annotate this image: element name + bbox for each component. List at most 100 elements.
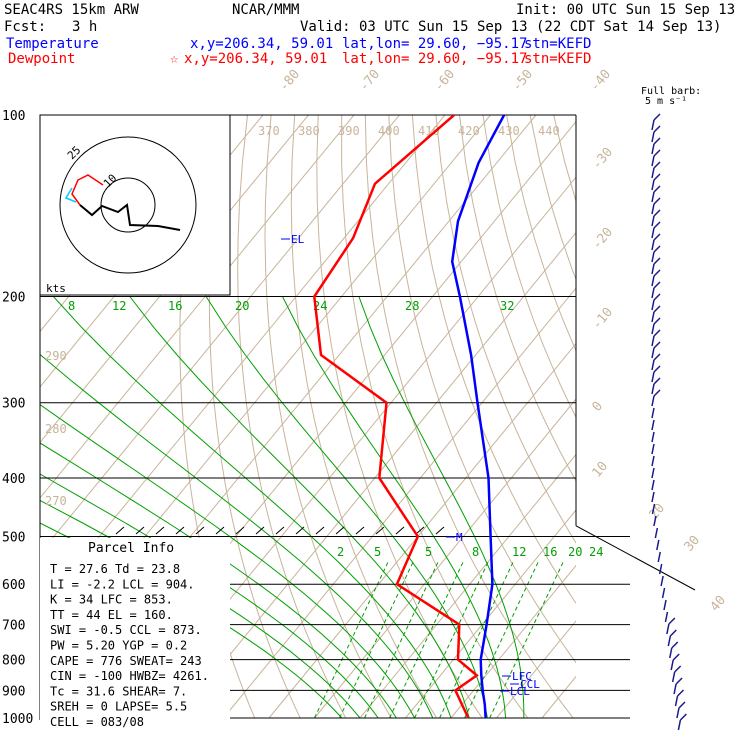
isotherm-line <box>223 287 576 719</box>
isotherm-tick-label: -30 <box>590 145 617 173</box>
fcst-value: 3 h <box>72 19 97 35</box>
wind-barb <box>651 263 655 275</box>
level-hatch <box>115 526 125 535</box>
pressure-tick-label: 800 <box>2 654 25 669</box>
isotherm-line <box>177 231 576 719</box>
wind-barb <box>667 635 672 647</box>
level-hatch <box>195 526 205 535</box>
wind-barb-flag <box>653 161 661 169</box>
temperature-label: Temperature <box>6 36 99 52</box>
isotherm-line <box>496 620 576 719</box>
wind-barb-flag <box>668 617 676 625</box>
wind-barb <box>651 419 655 431</box>
pressure-tick-label: 900 <box>2 684 25 699</box>
mixing-ratio-label: 12 <box>512 545 526 559</box>
dry-adiabat-line <box>237 115 347 719</box>
wind-barb <box>651 323 655 335</box>
pressure-tick-label: 700 <box>2 619 25 634</box>
hodograph-box <box>39 114 231 296</box>
wind-barb <box>651 275 655 287</box>
isotherm-tick-label: -50 <box>510 67 537 95</box>
isotherm-tick-label: -70 <box>357 67 384 95</box>
wind-barb-flag <box>653 269 661 277</box>
parcel-line: K = 34 LFC = 853. <box>50 593 173 607</box>
theta-left-label: 280 <box>45 422 67 436</box>
isotherm-tick-label: -10 <box>590 305 617 333</box>
wind-barb-flag <box>676 689 685 697</box>
isotherm-line <box>40 115 355 499</box>
right-axis-diag <box>575 525 696 591</box>
parcel-line: CIN = -100 HWBZ= 4261. <box>50 669 209 683</box>
mixing-ratio-line <box>439 561 514 719</box>
mixing-ratio-label: 8 <box>472 545 479 559</box>
wind-barb-flag <box>653 257 661 265</box>
wind-barb-flag <box>653 113 661 121</box>
level-hatch <box>295 526 305 535</box>
wind-barb <box>670 659 674 671</box>
theta-tick-label: 420 <box>458 124 480 138</box>
level-hatch <box>275 526 285 535</box>
dry-adiabat-line <box>506 115 576 352</box>
wind-barb <box>664 611 669 623</box>
wind-barb <box>651 227 655 239</box>
hodograph-trace-upper <box>71 174 104 206</box>
mixing-ratio-label: 16 <box>543 545 557 559</box>
parcel-line: T = 27.6 Td = 23.8 <box>50 562 180 576</box>
mixing-ratio-line <box>414 561 489 719</box>
level-hatch <box>355 526 365 535</box>
wind-barb-flag <box>653 305 661 313</box>
wind-barb-flag <box>675 677 683 685</box>
wind-barb <box>676 707 680 719</box>
dry-adiabat-line <box>435 115 576 544</box>
wind-barb <box>651 119 655 131</box>
dry-adiabat-line <box>459 115 576 482</box>
level-hatch <box>135 526 145 535</box>
pressure-tick-label: 400 <box>2 472 25 487</box>
temperature-profile <box>450 115 506 719</box>
moist-adiabat-label: 16 <box>168 299 182 313</box>
parcel-line: LI = -2.2 LCL = 904. <box>50 577 195 591</box>
wind-barb <box>674 695 679 707</box>
wind-barb-flag <box>653 173 661 181</box>
dewpoint-xy: x,y=206.34, 59.01 <box>184 51 327 67</box>
parcel-line: TT = 44 EL = 160. <box>50 608 173 622</box>
wind-barb <box>656 539 660 551</box>
wind-barb <box>651 191 655 203</box>
theta-left-label: 290 <box>45 349 67 363</box>
pressure-tick-label: 100 <box>2 109 25 124</box>
level-hatch <box>335 526 345 535</box>
wind-barb <box>657 551 661 563</box>
wind-barb <box>651 359 655 371</box>
isotherm-tick-label: -80 <box>277 67 304 95</box>
wind-barb <box>663 599 667 611</box>
level-hatch <box>415 526 425 535</box>
moist-adiabat-label: 8 <box>68 299 75 313</box>
level-hatch <box>235 526 245 535</box>
theta-tick-label: 410 <box>418 124 440 138</box>
isotherm-tick-label: -40 <box>588 67 615 95</box>
isotherm-tick-label: 10 <box>590 459 612 481</box>
parcel-title: Parcel Info <box>88 541 174 556</box>
wind-barb <box>651 287 655 299</box>
valid-label: Valid: 03 UTC Sun 15 Sep 13 (22 CDT Sat … <box>300 19 721 35</box>
marker-label-el: EL <box>291 233 305 246</box>
theta-tick-label: 430 <box>498 124 520 138</box>
mixing-ratio-label: 5 <box>425 545 432 559</box>
wind-barb-flag <box>653 353 661 361</box>
moist-adiabat-label: 28 <box>405 299 419 313</box>
isotherm-tick-label: 30 <box>682 533 704 555</box>
wind-barb-flag <box>653 233 661 241</box>
parcel-line: SREH = 0 LAPSE= 5.5 <box>50 700 187 714</box>
hodograph-trace <box>79 203 181 231</box>
init-label: Init: 00 UTC Sun 15 Sep 13 <box>516 2 735 18</box>
marker-label-lcl: LCL <box>510 685 530 698</box>
isotherm-line <box>450 564 576 719</box>
wind-barb <box>651 431 655 443</box>
level-hatch <box>395 526 405 535</box>
moist-adiabat-label: 20 <box>235 299 249 313</box>
isotherm-line <box>359 453 576 719</box>
pressure-tick-label: 200 <box>2 291 25 306</box>
isotherm-line <box>405 509 576 719</box>
wind-barb <box>654 527 659 539</box>
parcel-line: Tc = 31.6 SHEAR= 7. <box>50 684 187 698</box>
